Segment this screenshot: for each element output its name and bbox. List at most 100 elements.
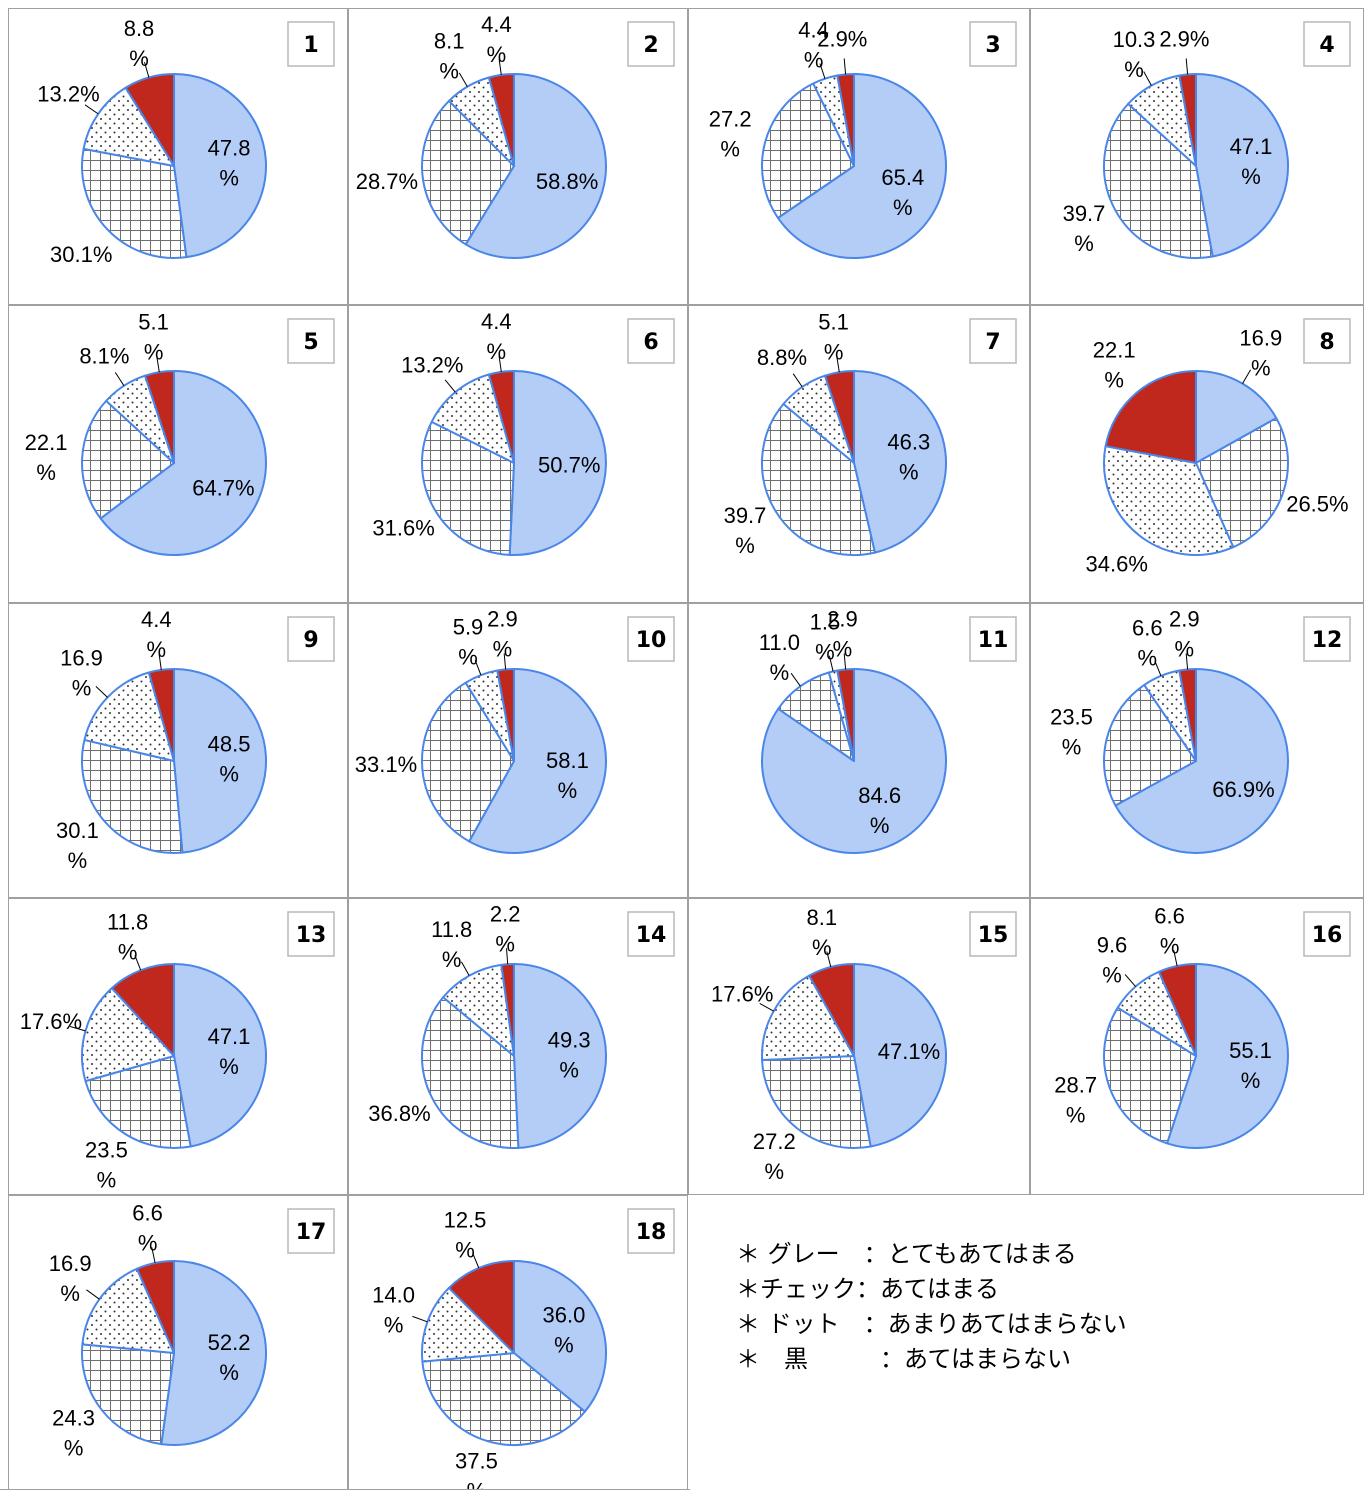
chart-number-box: 12 [1303,616,1351,662]
pie-slice-label: 16.9% [49,1251,92,1306]
pie-slice-label: 47.1% [208,1024,251,1079]
pie-slice-label: 48.5% [208,732,251,787]
pie-chart-4: 4 47.1 % 39.7 % 10.3 %2.9% [1030,8,1364,305]
pie-slice-label: 16.9% [60,646,103,701]
chart-number: 4 [1319,33,1334,58]
chart-cells: 147.8 %30.1%13.2%8.8 %258.8%28.7%8.1 %4.4% 3… [0,8,1364,1490]
pie-gray-slice [464,73,607,259]
pie-slice-label: 6.6% [1132,616,1163,671]
pie-gray-slice [1166,963,1289,1149]
pie-slice-label: 5.1% [138,310,169,365]
chart-number: 16 [1312,923,1343,948]
pie-check-slice [1103,102,1214,259]
pie-slice-label: 30.1% [50,242,112,267]
label-leader-line [498,58,502,75]
pie-slice-label: 22.1% [25,430,68,485]
label-leader-line [836,356,840,373]
pie-slice-label: 17.6% [20,1009,82,1034]
chart-cell-border [688,305,1030,603]
pie-gray-slice [508,370,607,556]
pie-chart-14: 14 49.3 % 36.8% 11.8 % 2.2% [348,898,688,1195]
pie-check-slice [421,420,515,556]
label-leader-line [69,1026,86,1032]
pie-chart-16: 16 55.1 % 28.7 % 9.6 % 6.6% [1030,898,1364,1195]
label-leader-line [460,961,470,976]
pie-slice-label: 46.3% [887,430,930,485]
pie-slice-label: 16.9% [1239,326,1282,381]
pie-gray-slice [173,73,267,259]
pie-dot-slice [421,1286,515,1363]
chart-cell-border [348,8,688,305]
legend-item: ＊ グレー ：とてもあてはまる [736,1240,1077,1268]
pie-slice-label: 8.8% [757,345,807,370]
legend: ＊ グレー ：とてもあてはまる ＊チェック：あてはまる ＊ ドット ：あまりあてはま… [736,1240,1127,1373]
chart-cell-border [688,898,1030,1195]
pie-gray-slice [777,73,947,259]
label-leader-line [472,1253,480,1269]
chart-number: 12 [1312,628,1343,653]
label-leader-line [412,1315,428,1323]
legend-item: ＊ ドット ：あまりあてはまらない [736,1310,1127,1338]
pie-check-slice [81,399,175,520]
chart-cell-border [8,898,348,1195]
pie-chart-18: 18 36.0% 37.5% 14.0% 12.5% [348,1195,688,1490]
chart-cell-border [8,8,348,305]
pie-slice-label: 8.1% [807,905,838,960]
pie-black-slice [447,1260,515,1354]
pie-slice-label: 4.4% [141,607,172,662]
pie-slice-label: 5.1% [818,310,849,365]
label-leader-line [158,653,162,670]
pie-dot-slice [1103,445,1235,556]
pie-slice-label: 36.0% [542,1303,585,1358]
pie-check-slice [81,147,188,259]
chart-cell-border [8,603,348,898]
pie-check-slice [421,681,515,843]
pie-dot-slice [81,987,175,1083]
pie-black-slice [135,1260,175,1354]
label-leader-line [156,356,160,373]
chart-number-box: 9 [287,616,335,662]
pie-gray-slice [1114,668,1289,854]
pie-slice-label: 23.5% [85,1138,128,1193]
label-leader-line [144,61,150,78]
pie-slice-label: 1.5% [810,609,841,664]
pie-dot-slice [761,974,855,1062]
label-leader-line [843,58,847,75]
label-leader-line [828,655,834,672]
pie-slice-label: 58.1% [546,748,589,803]
pie-gray-slice [173,963,267,1148]
pie-chart-7: 7 46.3 % 39.7 % 8.8% 5.1% [688,305,1030,603]
pie-gray-slice [761,668,947,854]
label-leader-line [792,373,803,388]
label-leader-line [819,63,826,79]
pie-slice-label: 66.9% [1212,777,1274,802]
pie-slice-label: 6.6% [1154,904,1185,959]
label-leader-line [498,355,502,372]
pie-dot-slice [442,963,515,1057]
pie-gray-slice [468,668,607,854]
pie-check-slice [84,1055,192,1149]
chart-number-box: 3 [969,21,1017,67]
pie-slice-label: 24.3% [52,1405,95,1460]
chart-number-box: 13 [287,911,335,957]
pie-check-slice [81,1343,175,1446]
chart-number: 17 [296,1220,327,1245]
pie-slice-label: 50.7% [538,452,600,477]
pie-dot-slice [83,671,175,762]
pie-chart-8: 8 16.9 % 26.5% 34.6% 22.1% [1030,305,1364,603]
label-leader-line [1173,950,1178,967]
pie-gray-slice [160,1260,268,1446]
pie-chart-11: 11 84.6 % 11.0 % 1.5 %2.9% [688,603,1030,898]
pie-gray-slice [853,963,947,1148]
pie-slice-label: 11.8% [107,910,148,965]
pie-slice-label: 47.8% [208,135,251,190]
chart-number: 8 [1319,330,1334,355]
chart-number: 15 [978,923,1009,948]
label-leader-line [84,104,99,115]
pie-slice-label: 49.3% [548,1028,591,1083]
pie-check-slice [760,402,876,556]
pie-slice-label: 47.1% [878,1039,940,1064]
pie-gray-slice [99,370,267,556]
pie-black-slice [1104,370,1197,464]
legend-item: ＊チェック：あてはまる [736,1275,999,1303]
